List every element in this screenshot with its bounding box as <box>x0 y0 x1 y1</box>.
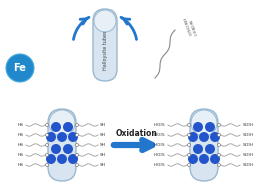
Circle shape <box>205 144 215 154</box>
Circle shape <box>191 110 217 136</box>
Circle shape <box>188 123 190 126</box>
Circle shape <box>199 132 209 142</box>
Circle shape <box>68 132 78 142</box>
Text: HS: HS <box>18 153 24 157</box>
Text: SH: SH <box>100 123 106 127</box>
Text: HS: HS <box>18 143 24 147</box>
Text: HS: HS <box>18 133 24 137</box>
Circle shape <box>49 110 75 136</box>
Text: HS: HS <box>18 163 24 167</box>
Circle shape <box>188 143 190 146</box>
Text: Fe: Fe <box>14 63 26 73</box>
Circle shape <box>57 132 67 142</box>
Circle shape <box>57 154 67 164</box>
Text: HO$_3$S: HO$_3$S <box>153 141 166 149</box>
Circle shape <box>46 133 48 136</box>
Text: HO$_3$S: HO$_3$S <box>153 151 166 159</box>
Circle shape <box>75 153 79 156</box>
Text: SH: SH <box>100 143 106 147</box>
Circle shape <box>217 163 221 167</box>
Text: SO$_3$H: SO$_3$H <box>242 131 254 139</box>
Circle shape <box>63 144 73 154</box>
Text: SO$_3$H: SO$_3$H <box>242 161 254 169</box>
Circle shape <box>51 122 61 132</box>
Text: HS: HS <box>18 123 24 127</box>
Text: SO$_3$H: SO$_3$H <box>242 151 254 159</box>
Circle shape <box>217 143 221 146</box>
Text: HO$_3$S: HO$_3$S <box>153 161 166 169</box>
Circle shape <box>217 153 221 156</box>
Circle shape <box>46 143 48 146</box>
Text: Oxidation: Oxidation <box>116 129 157 138</box>
Circle shape <box>46 132 56 142</box>
Circle shape <box>63 122 73 132</box>
FancyBboxPatch shape <box>48 109 76 181</box>
Text: SO$_3$H: SO$_3$H <box>242 141 254 149</box>
Circle shape <box>6 54 34 82</box>
Text: SH: SH <box>100 133 106 137</box>
Circle shape <box>210 132 220 142</box>
Circle shape <box>94 10 116 32</box>
Text: HS$\mathregular{(CH_2)_3}$: HS$\mathregular{(CH_2)_3}$ <box>179 16 193 38</box>
Text: HO$_3$S: HO$_3$S <box>153 131 166 139</box>
Circle shape <box>210 154 220 164</box>
Circle shape <box>188 153 190 156</box>
Circle shape <box>46 123 48 126</box>
Circle shape <box>75 123 79 126</box>
FancyBboxPatch shape <box>190 109 218 181</box>
Circle shape <box>205 122 215 132</box>
FancyBboxPatch shape <box>93 9 117 81</box>
Circle shape <box>75 133 79 136</box>
Text: SH: SH <box>100 163 106 167</box>
Circle shape <box>188 132 198 142</box>
Circle shape <box>68 154 78 164</box>
Circle shape <box>75 163 79 167</box>
Circle shape <box>188 154 198 164</box>
Circle shape <box>188 163 190 167</box>
Circle shape <box>46 154 56 164</box>
Circle shape <box>51 144 61 154</box>
Text: HO$_3$S: HO$_3$S <box>153 121 166 129</box>
Circle shape <box>46 153 48 156</box>
Circle shape <box>199 154 209 164</box>
Circle shape <box>217 133 221 136</box>
Circle shape <box>75 143 79 146</box>
Circle shape <box>193 122 203 132</box>
Circle shape <box>193 144 203 154</box>
Text: SO$_3$H: SO$_3$H <box>242 121 254 129</box>
Text: SH: SH <box>100 153 106 157</box>
Circle shape <box>217 123 221 126</box>
Text: Halloysite tubes: Halloysite tubes <box>102 30 107 70</box>
Text: Si(OEt)$_3$: Si(OEt)$_3$ <box>185 18 198 38</box>
Circle shape <box>188 133 190 136</box>
Circle shape <box>46 163 48 167</box>
